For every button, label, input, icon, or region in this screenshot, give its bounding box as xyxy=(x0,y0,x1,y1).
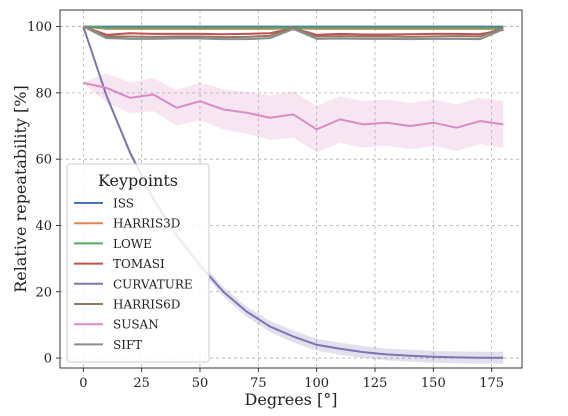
x-tick-label: 150 xyxy=(421,376,446,391)
legend-label: ISS xyxy=(113,197,134,211)
y-tick-label: 100 xyxy=(27,20,52,35)
legend-box xyxy=(66,163,210,363)
legend-label: LOWE xyxy=(113,237,152,251)
legend-label: CURVATURE xyxy=(113,277,193,291)
x-axis-ticks: 0 25 50 75 100 125 150 175 xyxy=(79,368,504,391)
legend-entry-susan: SUSAN xyxy=(74,318,159,332)
x-tick-label: 75 xyxy=(250,376,267,391)
legend-label: TOMASI xyxy=(113,257,165,271)
x-tick-label: 25 xyxy=(133,376,150,391)
plot-frame xyxy=(59,9,523,369)
series-line-sift xyxy=(82,25,504,41)
legend-label: HARRIS3D xyxy=(113,217,180,231)
y-tick-label: 0 xyxy=(44,352,52,367)
x-tick-label: 50 xyxy=(192,376,209,391)
legend-items: ISS HARRIS3D LOWE TOMASI CURVATURE HARRIS6D SU… xyxy=(74,197,193,352)
legend-label: SUSAN xyxy=(113,318,159,332)
legend-entry-iss: ISS xyxy=(74,197,134,211)
legend-entry-harris3d: HARRIS3D xyxy=(74,217,180,231)
x-tick-label: 0 xyxy=(79,376,87,391)
x-tick-label: 175 xyxy=(479,376,504,391)
x-tick-label: 125 xyxy=(363,376,388,391)
confidence-bands xyxy=(83,25,504,364)
legend: Keypoints ISS HARRIS3D LOWE TOMASI CURVATURE… xyxy=(66,163,210,363)
y-tick-label: 60 xyxy=(35,153,52,168)
y-axis-label: Relative repeatability [%] xyxy=(11,85,30,292)
legend-entry-harris6d: HARRIS6D xyxy=(74,298,180,312)
x-tick-label: 100 xyxy=(304,376,329,391)
y-tick-label: 40 xyxy=(35,219,52,234)
legend-label: SIFT xyxy=(113,338,142,352)
legend-entry-sift: SIFT xyxy=(74,338,142,352)
y-axis-ticks: 0 20 40 60 80 100 xyxy=(27,20,60,367)
x-axis-label: Degrees [°] xyxy=(245,390,338,409)
legend-entry-curvature: CURVATURE xyxy=(74,277,193,291)
legend-label: HARRIS6D xyxy=(113,298,180,312)
series-lines xyxy=(82,25,504,359)
legend-title: Keypoints xyxy=(98,171,178,190)
y-tick-label: 80 xyxy=(35,86,52,101)
series-line-susan xyxy=(83,81,504,131)
legend-entry-lowe: LOWE xyxy=(74,237,152,251)
series-line-harris6d xyxy=(82,25,504,39)
band-susan xyxy=(83,73,504,153)
legend-entry-tomasi: TOMASI xyxy=(74,257,165,271)
y-tick-label: 20 xyxy=(35,285,52,300)
